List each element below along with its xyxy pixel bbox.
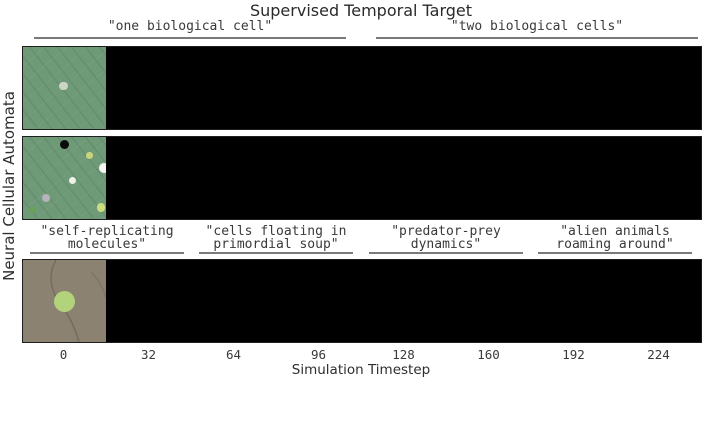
y-axis-label: Neural Cellular Automata — [0, 91, 18, 281]
cell-dot — [69, 176, 77, 185]
cell-dot — [59, 139, 69, 149]
annotation-line: roaming around" — [556, 237, 674, 252]
annotation-line: primordial soup" — [213, 237, 339, 252]
nca-initial-state-row-3 — [23, 260, 106, 342]
annotation-predator-prey-dynamics: "predator-prey dynamics" — [369, 225, 523, 254]
x-tick-label: 224 — [647, 347, 670, 362]
cell-dot — [29, 206, 36, 214]
annotation-label: "two biological cells" — [450, 19, 624, 34]
x-tick-label: 192 — [562, 347, 585, 362]
annotation-line: "self-replicating — [40, 224, 174, 239]
nca-strip-row-1 — [22, 46, 702, 130]
x-tick-label: 0 — [59, 347, 68, 362]
nca-initial-state-row-1 — [23, 47, 106, 129]
figure-title: Supervised Temporal Target — [249, 1, 473, 20]
annotation-alien-animals-roaming: "alien animals roaming around" — [538, 225, 692, 254]
annotation-self-replicating-molecules: "self-replicating molecules" — [30, 225, 184, 254]
cell-dot — [53, 291, 75, 313]
nca-initial-state-row-2 — [23, 137, 106, 219]
cell-dot — [86, 152, 93, 159]
x-tick-label: 64 — [225, 347, 242, 362]
cell-dot — [96, 203, 106, 212]
annotation-line: "predator-prey — [391, 224, 501, 239]
annotation-line: "alien animals — [560, 224, 670, 239]
annotation-line: "cells floating in — [205, 224, 347, 239]
annotation-line: molecules" — [67, 237, 147, 252]
nca-strip-row-3 — [22, 259, 702, 343]
annotation-label: "one biological cell" — [107, 19, 273, 34]
cell-dot — [98, 163, 106, 174]
annotation-line: dynamics" — [410, 237, 482, 252]
x-axis-ticks: 0 32 64 96 128 160 192 224 — [0, 347, 720, 362]
annotation-cells-floating-primordial-soup: "cells floating in primordial soup" — [199, 225, 353, 254]
cell-dot — [59, 81, 68, 91]
x-tick-label: 128 — [392, 347, 415, 362]
x-tick-label: 96 — [310, 347, 327, 362]
cell-dot — [41, 193, 51, 203]
annotation-two-biological-cells: "two biological cells" — [376, 20, 698, 39]
x-tick-label: 160 — [477, 347, 500, 362]
nca-strip-row-2 — [22, 136, 702, 220]
x-axis-label: Simulation Timestep — [291, 362, 431, 378]
x-tick-label: 32 — [140, 347, 157, 362]
annotation-one-biological-cell: "one biological cell" — [34, 20, 346, 39]
